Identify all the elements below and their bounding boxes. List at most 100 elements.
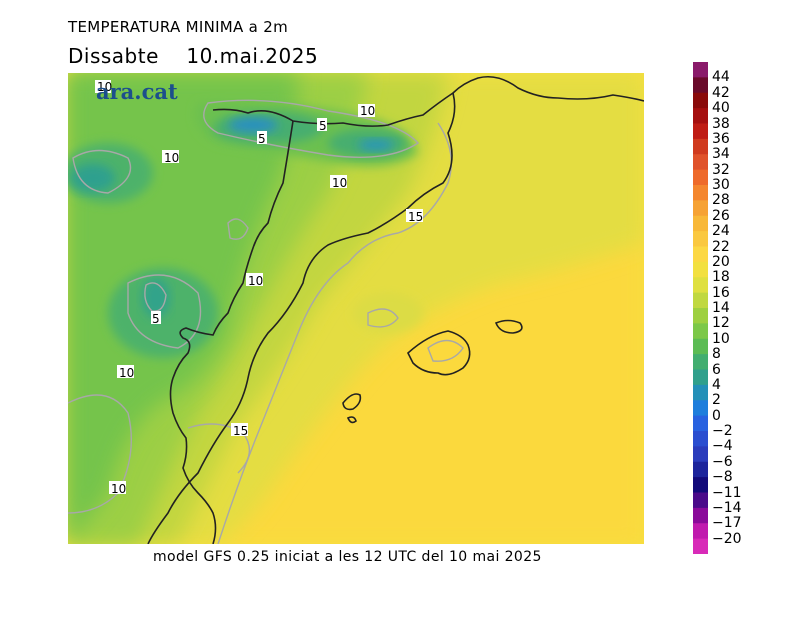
contour-label: 10 bbox=[117, 365, 134, 380]
legend-swatch bbox=[693, 246, 708, 263]
contour-label: 5 bbox=[151, 311, 161, 326]
contour-label: 10 bbox=[162, 150, 179, 165]
legend-swatch bbox=[693, 123, 708, 140]
isotherm-15-contour bbox=[217, 122, 453, 544]
contour-labels: 10 10 5 5 10 10 15 10 5 10 15 10 bbox=[95, 80, 423, 496]
legend-swatch bbox=[693, 277, 708, 294]
isotherm-contour bbox=[203, 99, 420, 158]
legend-swatch bbox=[693, 108, 708, 125]
isotherm-contour bbox=[427, 339, 464, 362]
legend-label: −20 bbox=[712, 530, 742, 547]
forecast-date: 10.mai.2025 bbox=[186, 44, 319, 68]
legend-label: 30 bbox=[712, 177, 730, 193]
legend-color-bar bbox=[693, 62, 708, 554]
legend-label: 32 bbox=[712, 161, 730, 178]
ibiza-island bbox=[342, 393, 362, 411]
legend-label: 42 bbox=[712, 84, 730, 101]
contour-label: 10 bbox=[109, 481, 126, 496]
contour-label: 10 bbox=[358, 104, 375, 118]
legend-label: 10 bbox=[712, 330, 730, 347]
contour-label: 5 bbox=[257, 131, 267, 146]
model-caption: model GFS 0.25 iniciat a les 12 UTC del … bbox=[153, 549, 542, 565]
legend-label: 26 bbox=[712, 207, 730, 224]
legend-label: 16 bbox=[712, 284, 730, 301]
legend-label: 4 bbox=[712, 376, 721, 393]
legend-swatch bbox=[693, 461, 708, 478]
coastlines-borders bbox=[147, 75, 644, 544]
map-title: TEMPERATURA MINIMA a 2m bbox=[68, 18, 288, 36]
isotherm-contour bbox=[72, 149, 132, 194]
legend-swatch bbox=[693, 415, 708, 432]
contour-label-text: 5 bbox=[152, 312, 160, 326]
northern-border bbox=[212, 75, 644, 127]
legend-label: 44 bbox=[712, 69, 730, 86]
legend-label: 6 bbox=[712, 361, 721, 378]
legend-label: 8 bbox=[712, 346, 721, 363]
legend-swatch bbox=[693, 215, 708, 232]
legend-swatches bbox=[693, 62, 708, 554]
warm-sea-zone bbox=[208, 233, 644, 544]
legend-label: −11 bbox=[712, 484, 742, 501]
forecast-day: Dissabte bbox=[68, 44, 159, 68]
legend-label: 40 bbox=[712, 100, 730, 117]
legend-label: −8 bbox=[712, 469, 733, 486]
mild-patch bbox=[353, 293, 423, 333]
contour-label-text: 10 bbox=[164, 151, 179, 165]
legend-swatch bbox=[693, 492, 708, 509]
legend-swatch bbox=[693, 384, 708, 401]
legend-label: −17 bbox=[712, 515, 742, 532]
legend-swatch bbox=[693, 231, 708, 248]
contour-label: 10 bbox=[95, 80, 112, 94]
isotherm-lines bbox=[68, 99, 464, 544]
legend-label: 34 bbox=[712, 146, 730, 163]
legend-label: 14 bbox=[712, 300, 730, 316]
legend-swatch bbox=[693, 477, 708, 494]
legend-swatch bbox=[693, 292, 708, 309]
legend-swatch bbox=[693, 446, 708, 463]
contour-label: 15 bbox=[231, 423, 248, 438]
contour-label-text: 10 bbox=[119, 366, 134, 380]
legend-swatch bbox=[693, 138, 708, 155]
contour-label: 10 bbox=[330, 175, 347, 190]
freezing-pocket-pyrenees bbox=[228, 117, 278, 133]
legend-swatch bbox=[693, 77, 708, 94]
legend-swatch bbox=[693, 523, 708, 540]
legend-swatch bbox=[693, 200, 708, 217]
legend-label: 2 bbox=[712, 392, 721, 409]
legend-swatch bbox=[693, 62, 708, 78]
ara-cat-logo: ara.cat bbox=[96, 79, 178, 104]
legend-label: 24 bbox=[712, 223, 730, 240]
mallorca-island bbox=[407, 330, 471, 376]
contour-label-text: 10 bbox=[111, 482, 126, 496]
legend-swatch bbox=[693, 185, 708, 201]
legend-label: −14 bbox=[712, 499, 742, 516]
legend-label: 28 bbox=[712, 192, 730, 209]
contour-label-text: 15 bbox=[408, 210, 423, 224]
contour-label-text: 10 bbox=[332, 176, 347, 190]
contour-label-text: 10 bbox=[248, 274, 263, 288]
western-border bbox=[169, 120, 294, 544]
legend-label: 20 bbox=[712, 253, 730, 270]
coastline bbox=[147, 92, 456, 544]
contour-label-text: 15 bbox=[233, 424, 248, 438]
contour-label-text: 5 bbox=[258, 132, 266, 146]
isotherm-contour bbox=[144, 282, 167, 312]
contour-label-text: 10 bbox=[360, 104, 375, 118]
map-subtitle: Dissabte 10.mai.2025 bbox=[68, 44, 318, 68]
map-canvas: 10 10 5 5 10 10 15 10 5 10 15 10 bbox=[68, 73, 644, 544]
legend-swatch bbox=[693, 92, 708, 109]
legend-swatch bbox=[693, 308, 708, 324]
contour-label-text: 5 bbox=[319, 119, 327, 133]
temperature-map: 10 10 5 5 10 10 15 10 5 10 15 10 bbox=[68, 73, 644, 544]
legend-label: 38 bbox=[712, 115, 730, 132]
legend-swatch bbox=[693, 338, 708, 355]
legend-label: −6 bbox=[712, 453, 733, 470]
isotherm-contour bbox=[227, 218, 249, 240]
legend-label: −4 bbox=[712, 438, 733, 455]
legend-swatch bbox=[693, 354, 708, 371]
legend-swatch bbox=[693, 538, 708, 554]
legend-swatch bbox=[693, 169, 708, 186]
legend-swatch bbox=[693, 369, 708, 386]
freezing-pocket-pyrenees-east bbox=[358, 139, 394, 151]
legend-label: −2 bbox=[712, 423, 733, 439]
